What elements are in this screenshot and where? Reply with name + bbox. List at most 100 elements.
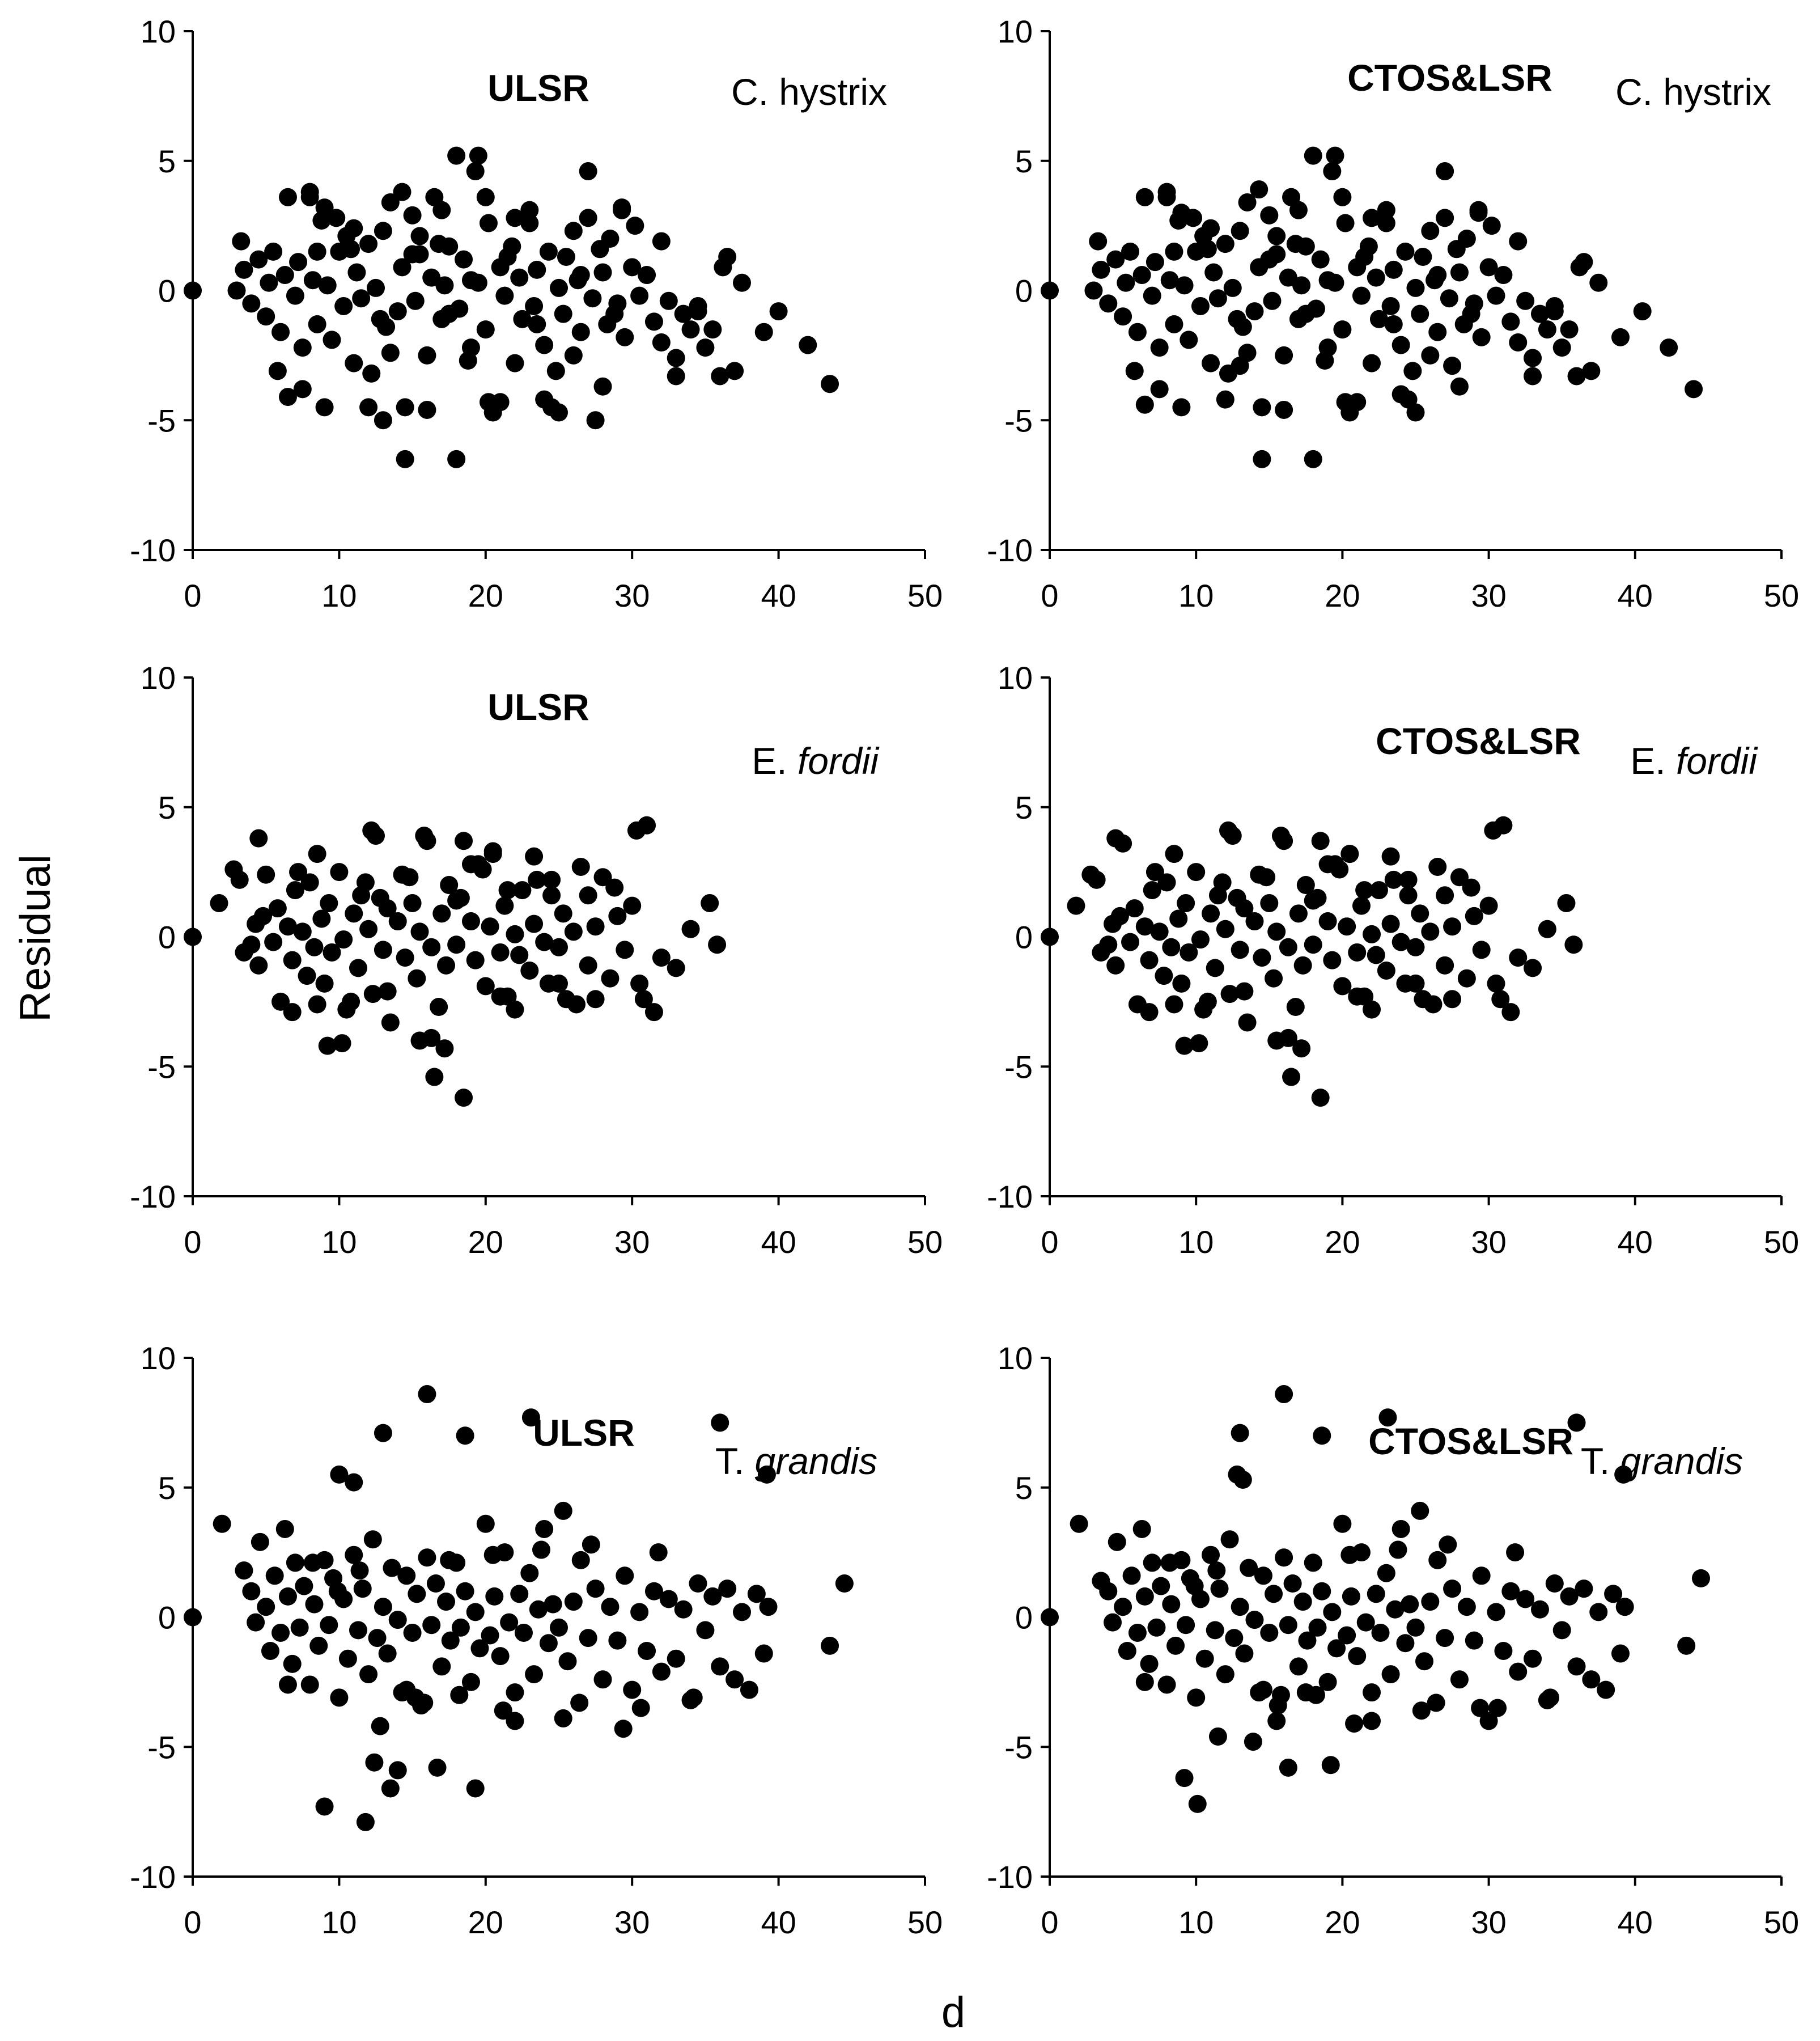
data-point <box>1472 1566 1491 1585</box>
x-tick-label: 30 <box>614 1904 650 1940</box>
data-point <box>733 1603 751 1621</box>
data-point <box>681 920 700 938</box>
data-point <box>1363 1683 1381 1702</box>
data-point <box>1231 1598 1249 1616</box>
data-point <box>564 1593 583 1611</box>
data-point <box>1207 1561 1226 1580</box>
data-point <box>1240 1559 1258 1577</box>
data-point <box>1279 1758 1297 1777</box>
data-points <box>184 816 727 1107</box>
data-point <box>374 1424 392 1442</box>
data-point <box>701 894 719 913</box>
data-point <box>1125 362 1144 380</box>
data-point <box>579 1629 597 1648</box>
data-point <box>1345 1714 1364 1733</box>
data-point <box>315 1797 334 1816</box>
data-point <box>260 273 278 292</box>
data-point <box>1293 1593 1312 1611</box>
data-point <box>1206 1621 1224 1640</box>
data-point <box>345 1545 363 1564</box>
species-label: T. grandis <box>1581 1440 1743 1482</box>
data-point <box>652 232 671 251</box>
data-point <box>440 1551 459 1569</box>
data-point <box>1363 925 1381 943</box>
data-point <box>535 933 554 951</box>
data-point <box>415 827 434 845</box>
data-point <box>1175 1036 1194 1055</box>
data-point <box>550 278 568 297</box>
data-point <box>1260 894 1279 913</box>
data-point <box>1691 1569 1710 1587</box>
data-point <box>586 411 605 430</box>
data-point <box>396 948 414 967</box>
data-point <box>740 1680 758 1699</box>
x-tick-label: 0 <box>184 1224 201 1260</box>
data-point <box>293 338 312 357</box>
x-tick-label: 20 <box>468 1224 503 1260</box>
data-point <box>308 242 326 261</box>
data-point <box>835 1574 854 1593</box>
data-point <box>455 1089 473 1107</box>
data-point <box>362 821 381 840</box>
data-point <box>466 1603 485 1621</box>
data-point <box>1443 1580 1462 1598</box>
data-point <box>1545 302 1564 321</box>
data-point <box>435 1039 454 1058</box>
data-point <box>374 411 392 430</box>
data-point <box>1166 1636 1185 1655</box>
data-point <box>447 935 466 954</box>
data-point <box>1146 253 1164 272</box>
data-point <box>1275 346 1293 365</box>
data-point <box>1685 380 1703 399</box>
data-point <box>1338 1626 1356 1645</box>
data-point <box>1304 146 1322 165</box>
data-point <box>1238 344 1257 362</box>
data-point <box>184 928 202 946</box>
data-point <box>323 943 341 962</box>
data-point <box>437 1593 456 1611</box>
data-point <box>711 367 729 386</box>
data-point <box>1462 878 1480 897</box>
data-point <box>1494 1641 1513 1660</box>
data-point <box>1378 1408 1397 1427</box>
data-point <box>608 1631 627 1650</box>
data-points <box>1041 1385 1710 1813</box>
data-point <box>1118 1641 1136 1660</box>
data-point <box>1415 1652 1433 1671</box>
data-point <box>1391 1519 1410 1538</box>
data-point <box>1275 1385 1293 1404</box>
data-point <box>1162 938 1181 956</box>
data-point <box>371 888 389 907</box>
data-point <box>1180 943 1198 962</box>
data-point <box>418 1548 436 1567</box>
data-point <box>1306 1686 1325 1704</box>
data-point <box>1487 1603 1505 1621</box>
data-point <box>1155 967 1173 985</box>
data-point <box>613 201 631 219</box>
data-point <box>1106 250 1125 269</box>
data-point <box>535 1519 554 1538</box>
data-point <box>1348 987 1367 1006</box>
data-point <box>1121 242 1140 261</box>
data-point <box>554 304 572 323</box>
species-prefix: T. <box>715 1440 755 1482</box>
data-point <box>349 1621 367 1640</box>
data-point <box>232 232 251 251</box>
data-point <box>308 315 326 333</box>
method-label: ULSR <box>533 1412 635 1454</box>
data-point <box>1316 352 1334 370</box>
data-point <box>1110 907 1129 925</box>
data-point <box>1172 398 1191 417</box>
data-points <box>184 1385 854 1831</box>
data-point <box>362 364 381 383</box>
data-point <box>1333 188 1352 206</box>
data-point <box>374 222 392 240</box>
data-point <box>616 328 634 346</box>
data-point <box>528 315 546 333</box>
data-point <box>1333 320 1352 339</box>
data-point <box>503 237 521 256</box>
data-point <box>422 938 441 956</box>
data-point <box>550 1618 568 1637</box>
data-point <box>1421 346 1440 365</box>
data-point <box>1570 258 1589 277</box>
